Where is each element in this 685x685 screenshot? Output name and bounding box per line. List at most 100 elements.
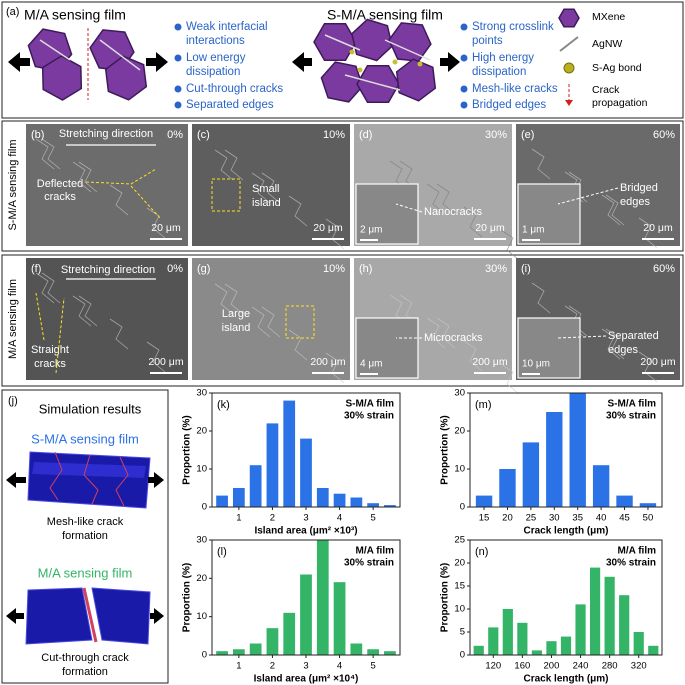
panel-a-frame (1, 1, 684, 119)
legend-text: S-Ag bond (592, 62, 642, 74)
inset-scale: 4 μm (360, 359, 382, 370)
crack-texture (251, 172, 271, 204)
crack-texture (78, 295, 98, 327)
mesh-crack (115, 456, 129, 507)
crack-texture (35, 138, 55, 170)
chart-label: (k) (217, 399, 230, 411)
x-tick-label: 5 (370, 661, 375, 672)
inset-scale: 2 μm (360, 225, 382, 236)
sag-bond (392, 59, 398, 65)
arrow (292, 52, 312, 72)
arrow (8, 52, 30, 72)
bullet-text: Separated edges (186, 99, 274, 111)
strain-label: 60% (653, 129, 675, 141)
strain-label: 10% (323, 263, 345, 275)
crack-texture (500, 229, 520, 261)
bar (216, 495, 228, 507)
bar (300, 574, 312, 655)
mesh-crack (49, 451, 63, 501)
x-tick-label: 15 (479, 513, 490, 524)
bullet-text: dissipation (472, 66, 526, 78)
annotation: Microcracks (424, 332, 483, 344)
crack-pointer (35, 292, 45, 341)
bar (232, 488, 245, 507)
hexagon (313, 23, 357, 61)
crack-texture (325, 352, 345, 384)
y-tick-label: 30 (196, 535, 207, 546)
hexagon (395, 58, 437, 102)
crack-texture (325, 218, 345, 250)
sag-bond (349, 49, 355, 55)
annotation: Bridged (620, 182, 658, 194)
bar (350, 643, 363, 655)
split-film (25, 587, 93, 645)
bar (531, 650, 542, 655)
crack-pointer (85, 168, 157, 185)
side-label: S-M/A sensing film (7, 139, 19, 230)
agnw (99, 39, 141, 71)
mesh-crack (83, 454, 99, 505)
crack-texture (109, 318, 129, 350)
annotation: Small (252, 183, 280, 195)
crack-texture (601, 328, 621, 360)
panel-label: (j) (8, 395, 18, 407)
bullet (174, 54, 182, 62)
bar (502, 609, 513, 655)
crack-texture (214, 283, 234, 315)
crack-pointer (130, 185, 162, 220)
chart-title: 30% strain (606, 558, 656, 569)
crack-icon (565, 100, 573, 106)
bar (216, 651, 228, 655)
y-axis-label: Proportion (%) (440, 415, 451, 484)
panel-label: (h) (359, 263, 372, 275)
hexagon (41, 55, 83, 101)
y-axis-label: Proportion (%) (440, 563, 451, 632)
bar (300, 438, 312, 507)
y-tick-label: 20 (454, 558, 465, 569)
x-tick-label: 320 (631, 661, 647, 672)
legend-text: MXene (592, 11, 625, 23)
x-tick-label: 20 (502, 513, 513, 524)
bar (616, 495, 633, 507)
chart-title: 30% strain (344, 411, 394, 422)
y-tick-label: 20 (196, 573, 207, 584)
scale-text: 200 μm (148, 356, 183, 368)
chart-label: (m) (475, 399, 492, 411)
y-tick-label: 20 (196, 426, 207, 437)
inset-scale: 10 μm (522, 359, 550, 370)
sem-image (192, 124, 350, 246)
agnw (384, 39, 431, 61)
bar (350, 497, 363, 507)
pointer (395, 203, 423, 213)
annotation: Stretching direction (59, 128, 153, 140)
x-tick-label: 280 (602, 661, 618, 672)
agnw (344, 74, 401, 91)
y-tick-label: 10 (196, 464, 207, 475)
bar (569, 393, 586, 507)
annotation: cracks (44, 191, 76, 203)
y-tick-label: 0 (460, 650, 465, 661)
y-axis-label: Proportion (%) (182, 415, 193, 484)
caption: formation (62, 666, 108, 678)
panel-label: (c) (197, 129, 210, 141)
plot-frame (469, 539, 663, 656)
bar (316, 488, 329, 507)
agnw (324, 34, 361, 51)
crack-texture (605, 194, 625, 226)
side-label: M/A sensing film (7, 279, 19, 359)
crack-texture (41, 272, 61, 304)
row2-frame (1, 254, 684, 387)
x-tick-label: 50 (643, 513, 654, 524)
crack-texture (436, 183, 456, 215)
split-film (91, 587, 151, 645)
bullet-text: Bridged edges (472, 99, 546, 111)
crack-texture (72, 161, 92, 193)
y-tick-label: 15 (454, 581, 465, 592)
arrow (146, 52, 168, 72)
scale-text: 200 μm (310, 356, 345, 368)
bar (575, 604, 586, 655)
x-tick-label: 1 (236, 661, 241, 672)
bar (619, 595, 630, 655)
crack-texture (251, 306, 271, 338)
